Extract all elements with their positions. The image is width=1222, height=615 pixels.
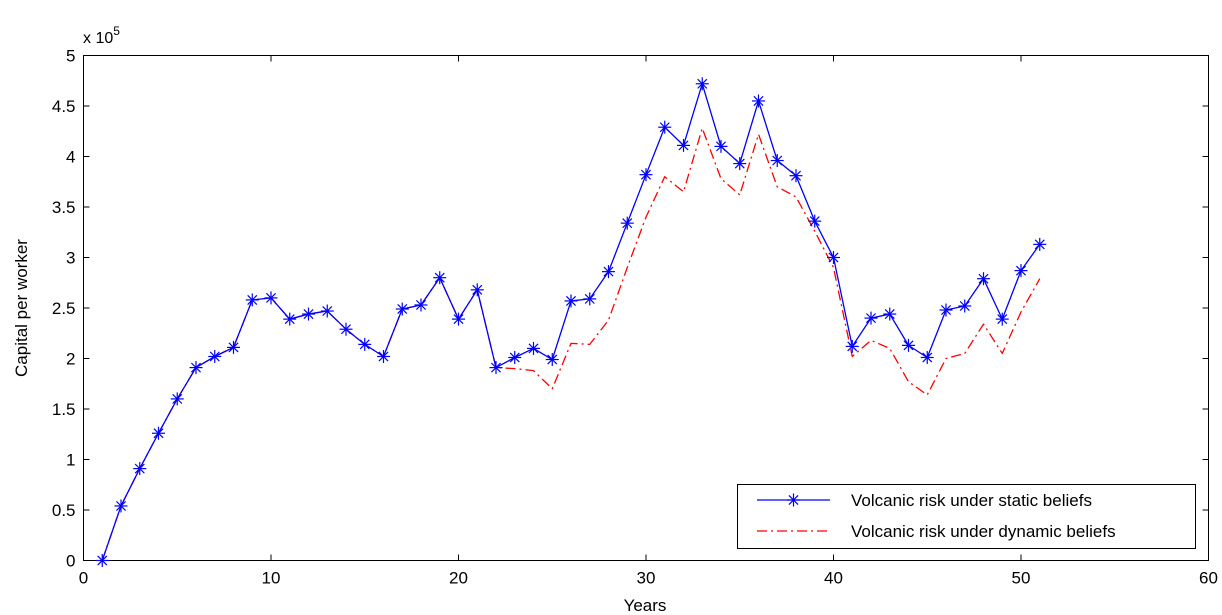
x-tick-label: 50 [1012, 569, 1031, 588]
data-point-marker [489, 361, 503, 375]
legend-box [737, 484, 1196, 549]
data-point-marker [864, 311, 878, 325]
x-tick-label: 30 [637, 569, 656, 588]
legend-asterisk-marker [787, 493, 800, 507]
data-point-marker [677, 138, 690, 152]
legend: Volcanic risk under static beliefs Volca… [737, 484, 1196, 549]
data-point-marker [264, 291, 278, 305]
legend-label-static: Volcanic risk under static beliefs [851, 491, 1092, 510]
data-point-marker [339, 322, 353, 336]
legend-label-dynamic: Volcanic risk under dynamic beliefs [851, 522, 1116, 541]
axis-ticks: 0 10 20 30 40 50 60 0 0.5 1 1.5 2 2.5 3 3.5 4 4.5 5 [52, 47, 1218, 588]
data-point-marker [827, 251, 840, 264]
x-tick-label: 40 [824, 569, 843, 588]
legend-asterisk [787, 493, 800, 507]
data-point-marker [602, 265, 615, 279]
data-point-marker [902, 338, 915, 352]
y-exponent-power: 5 [113, 24, 120, 38]
data-point-marker [770, 154, 784, 168]
legend-entry-dynamic: Volcanic risk under dynamic beliefs [757, 522, 1116, 541]
y-tick-label: 0 [66, 552, 75, 571]
data-point-marker [1014, 264, 1028, 278]
y-tick-label: 3 [66, 249, 75, 268]
series-layer [95, 77, 1047, 567]
data-point-marker [920, 350, 934, 364]
data-point-marker [395, 302, 409, 316]
data-point-marker [470, 283, 484, 297]
data-point-marker [789, 169, 803, 183]
data-point-marker [95, 554, 109, 567]
x-tick-label: 20 [449, 569, 468, 588]
data-point-marker [377, 349, 390, 363]
y-tick-label: 5 [66, 47, 75, 66]
y-tick-label: 0.5 [52, 501, 76, 520]
legend-entry-static: Volcanic risk under static beliefs [757, 491, 1092, 510]
y-tick-label: 1.5 [52, 400, 76, 419]
y-exponent-base: x 10 [83, 30, 113, 47]
data-point-marker [752, 94, 765, 108]
y-tick-label: 1 [66, 451, 75, 470]
data-point-marker [639, 168, 653, 182]
y-tick-label: 4 [66, 148, 75, 167]
x-axis-label: Years [624, 596, 667, 615]
data-point-marker [977, 272, 990, 286]
y-tick-label: 2.5 [52, 299, 76, 318]
data-point-marker [320, 304, 334, 318]
x-tick-label: 60 [1199, 569, 1218, 588]
data-point-marker [358, 337, 372, 351]
data-point-marker [208, 349, 222, 363]
data-point-marker [714, 139, 728, 153]
data-point-marker [1033, 237, 1047, 251]
data-point-marker [170, 392, 184, 406]
data-point-marker [414, 298, 428, 312]
data-point-marker [508, 350, 522, 364]
x-tick-label: 10 [262, 569, 281, 588]
data-point-marker [189, 361, 203, 375]
data-point-marker [452, 312, 465, 326]
data-point-marker [620, 216, 634, 230]
data-point-marker [658, 120, 672, 134]
y-exponent-label: x 105 [83, 24, 120, 47]
data-point-marker [958, 299, 972, 313]
data-point-marker [845, 339, 859, 353]
data-point-marker [302, 307, 315, 321]
data-point-marker [527, 341, 540, 355]
x-tick-label: 0 [79, 569, 88, 588]
data-point-marker [883, 307, 897, 321]
y-tick-label: 2 [66, 350, 75, 369]
y-axis-label: Capital per worker [12, 239, 31, 377]
data-point-marker [283, 312, 297, 326]
data-point-marker [433, 271, 447, 285]
data-point-marker [133, 462, 147, 476]
plot-area [83, 55, 1209, 561]
data-point-marker [545, 353, 559, 367]
data-point-marker [939, 303, 953, 317]
data-point-marker [152, 426, 165, 440]
data-point-marker [227, 340, 240, 354]
data-point-marker [583, 292, 597, 306]
y-tick-label: 3.5 [52, 198, 76, 217]
y-tick-label: 4.5 [52, 97, 76, 116]
data-point-marker [808, 214, 822, 228]
data-point-marker [114, 499, 128, 513]
data-point-marker [564, 294, 578, 308]
data-point-marker [733, 157, 747, 171]
data-point-marker [995, 312, 1009, 326]
data-point-marker [695, 77, 709, 91]
data-point-marker [245, 293, 259, 307]
